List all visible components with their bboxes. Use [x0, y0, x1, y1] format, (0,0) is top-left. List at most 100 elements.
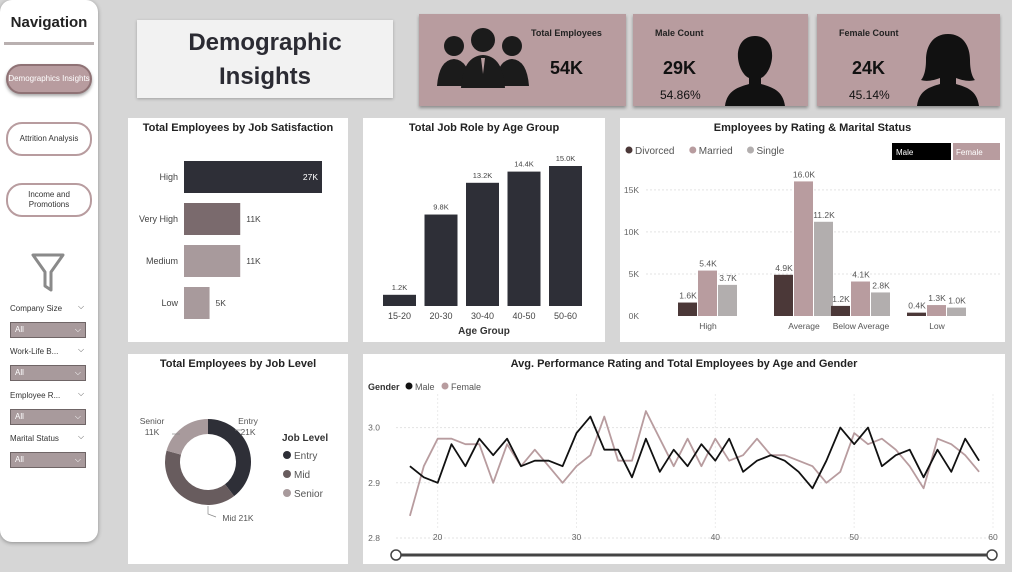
data-label: 1.3K: [928, 293, 946, 303]
income-promotions-button[interactable]: Income and Promotions: [6, 183, 92, 217]
male-percentage: 54.86%: [660, 88, 701, 102]
tick-label: 50-60: [554, 311, 577, 321]
bar-15-20[interactable]: [383, 294, 416, 306]
female-count-card: Female Count 24K 45.14%: [817, 14, 1000, 106]
data-label: 13.2K: [473, 171, 493, 180]
legend-married[interactable]: Married: [699, 146, 733, 157]
company-size-dropdown[interactable]: All ⌵: [10, 322, 86, 338]
employee-recognition-dropdown[interactable]: All ⌵: [10, 409, 86, 425]
legend-female[interactable]: Female: [451, 382, 481, 392]
chevron-down-icon[interactable]: ⌵: [78, 345, 85, 354]
chevron-down-icon[interactable]: ⌵: [78, 432, 85, 441]
male-filter-button[interactable]: [892, 143, 951, 160]
male-filter-label: Male: [896, 148, 914, 157]
age-group-svg: 1.2K 15-20 9.8K 20-30 13.2K 30-40 14.4K 40-50 15…: [383, 154, 582, 337]
legend-entry[interactable]: Entry: [294, 451, 317, 462]
legend-male[interactable]: Male: [415, 382, 435, 392]
attrition-analysis-button[interactable]: Attrition Analysis: [6, 122, 92, 156]
bar-high[interactable]: [184, 161, 322, 193]
series-line-female[interactable]: [409, 410, 980, 517]
company-size-label: Company Size: [10, 304, 63, 313]
data-label: 0.4K: [908, 301, 926, 311]
legend-divorced[interactable]: Divorced: [635, 146, 674, 157]
age-group-chart: Total Job Role by Age Group 1.2K 15-20 9.8…: [363, 118, 605, 342]
navigation-title: Navigation: [10, 14, 88, 31]
tick-label: 15-20: [388, 311, 411, 321]
bar-50-60[interactable]: [549, 166, 582, 306]
data-label: 5K: [216, 298, 227, 308]
bar-divorced[interactable]: [907, 312, 926, 316]
legend-marker: [689, 146, 697, 154]
bar-married[interactable]: [927, 305, 946, 316]
chevron-down-icon: ⌵: [74, 412, 81, 421]
series-line-male[interactable]: [409, 415, 980, 490]
filter-icon: [31, 253, 65, 292]
category-label: High: [159, 172, 178, 182]
bar-30-40[interactable]: [466, 182, 499, 306]
chevron-down-icon: ⌵: [74, 325, 81, 334]
x-tick-label: 50: [849, 532, 859, 542]
legend-senior[interactable]: Senior: [294, 489, 324, 500]
chevron-down-icon[interactable]: ⌵: [78, 302, 85, 311]
legend-title: Gender: [368, 382, 400, 392]
legend-marker: [405, 382, 413, 390]
data-label: 16.0K: [793, 169, 816, 179]
x-tick-label: 60: [988, 532, 998, 542]
female-filter-button[interactable]: [953, 143, 1000, 160]
bar-medium[interactable]: [184, 245, 241, 277]
category-label: Very High: [139, 214, 178, 224]
slice-mid[interactable]: [164, 450, 235, 505]
marital-status-label: Marital Status: [10, 434, 59, 443]
job-satisfaction-svg: High 27K Very High 11K Medium 11K Low 5K: [139, 161, 322, 319]
y-tick-label: 2.8: [368, 533, 380, 543]
x-tick-label: 20: [433, 532, 443, 542]
group-people-icon: [437, 28, 529, 88]
slice-label: Entry 21K: [238, 416, 259, 437]
bar-20-30[interactable]: [424, 214, 458, 306]
y-tick-label: 10K: [624, 227, 639, 237]
bar-divorced[interactable]: [831, 305, 850, 316]
chart-title: Total Employees by Job Satisfaction: [142, 122, 334, 134]
legend-single[interactable]: Single: [757, 146, 785, 157]
slice-entry[interactable]: [208, 419, 251, 497]
y-tick-label: 3.0: [368, 423, 380, 433]
data-label: 2.8K: [872, 280, 890, 290]
bar-married[interactable]: [698, 270, 717, 316]
data-label: 4.9K: [775, 263, 793, 273]
range-slider-handle-left[interactable]: [390, 549, 402, 561]
y-tick-label: 2.9: [368, 478, 380, 488]
bar-divorced[interactable]: [678, 302, 697, 316]
range-slider-handle-right[interactable]: [986, 549, 998, 561]
bar-divorced[interactable]: [774, 274, 793, 316]
bar-married[interactable]: [794, 181, 813, 316]
x-tick-label: 30: [572, 532, 582, 542]
legend-title: Job Level: [282, 433, 328, 444]
bar-40-50[interactable]: [507, 171, 541, 306]
job-satisfaction-chart: Total Employees by Job Satisfaction High…: [128, 118, 348, 342]
chart-title: Avg. Performance Rating and Total Employ…: [510, 358, 858, 370]
male-count-value: 29K: [663, 58, 697, 78]
work-life-balance-dropdown[interactable]: All ⌵: [10, 365, 86, 381]
marital-status-dropdown[interactable]: All ⌵: [10, 452, 86, 468]
bar-very-high[interactable]: [184, 203, 241, 235]
bar-low[interactable]: [184, 287, 210, 319]
bar-married[interactable]: [851, 281, 870, 316]
tick-label: 30-40: [471, 311, 494, 321]
page-title: Demographic Insights: [137, 26, 393, 94]
dropdown-value: All: [15, 455, 24, 464]
bar-single[interactable]: [718, 284, 737, 316]
job-level-chart: Total Employees by Job Level Entry 21K Mid…: [128, 354, 348, 564]
male-count-label: Male Count: [655, 28, 704, 38]
bar-single[interactable]: [947, 307, 966, 316]
bar-single[interactable]: [814, 221, 833, 316]
legend-mid[interactable]: Mid: [294, 470, 310, 481]
chevron-down-icon[interactable]: ⌵: [78, 389, 85, 398]
tick-label: 20-30: [429, 311, 452, 321]
slice-senior[interactable]: [166, 419, 208, 455]
legend-marker: [441, 382, 449, 390]
navigation-divider: [4, 42, 94, 45]
data-label: 1.2K: [832, 294, 850, 304]
demographics-insights-button[interactable]: Demographics Insights: [6, 64, 92, 94]
page-title-line1: Demographic: [188, 29, 342, 56]
bar-single[interactable]: [871, 292, 890, 316]
